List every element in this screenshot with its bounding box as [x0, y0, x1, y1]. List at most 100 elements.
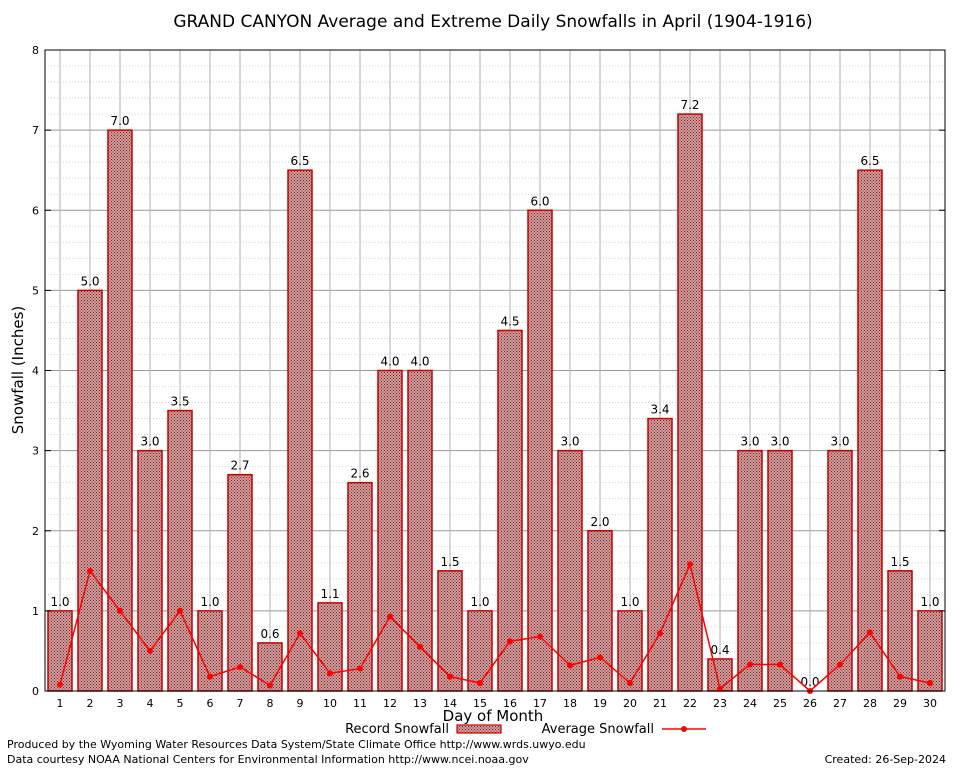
record-bar [527, 209, 553, 692]
record-bar [107, 129, 133, 692]
y-tick-label: 4 [32, 365, 39, 378]
average-point [207, 673, 213, 680]
average-point [927, 679, 933, 686]
average-point [297, 630, 303, 637]
average-point [87, 567, 93, 574]
x-tick-label: 7 [237, 697, 244, 710]
average-point [267, 682, 273, 689]
record-bar [47, 610, 73, 692]
record-bar [287, 169, 313, 692]
average-point [687, 561, 693, 568]
record-bar [647, 417, 673, 692]
average-point [507, 638, 513, 645]
x-tick-label: 29 [893, 697, 907, 710]
bar-value-label: 6.0 [530, 194, 549, 208]
record-bar [347, 481, 373, 692]
bar-value-label: 3.5 [170, 395, 189, 409]
record-bar [137, 449, 163, 692]
x-tick-label: 17 [533, 697, 547, 710]
bar-value-label: 3.0 [560, 435, 579, 449]
average-point [417, 643, 423, 650]
average-point [567, 662, 573, 669]
x-tick-label: 30 [923, 697, 937, 710]
x-tick-label: 22 [683, 697, 697, 710]
y-tick-label: 5 [32, 284, 39, 297]
average-line [59, 562, 931, 692]
x-tick-label: 19 [593, 697, 607, 710]
y-tick-label: 7 [32, 124, 39, 137]
legend-record-label: Record Snowfall [345, 722, 449, 737]
bar-value-label: 3.0 [830, 435, 849, 449]
x-tick-label: 1 [57, 697, 64, 710]
x-tick-label: 24 [743, 697, 757, 710]
bar-value-label: 2.7 [230, 459, 249, 473]
bar-value-label: 3.0 [140, 435, 159, 449]
average-point [117, 607, 123, 614]
average-point [747, 661, 753, 668]
bar-value-label: 1.0 [470, 595, 489, 609]
average-point [477, 679, 483, 686]
bar-value-label: 5.0 [80, 274, 99, 288]
record-bar [167, 409, 193, 692]
x-tick-label: 27 [833, 697, 847, 710]
legend-record-swatch [456, 724, 502, 734]
y-tick-label: 3 [32, 445, 39, 458]
x-tick-label: 14 [443, 697, 457, 710]
average-point [57, 681, 63, 688]
x-axis-title: Day of Month [443, 707, 544, 725]
x-tick-label: 20 [623, 697, 637, 710]
average-point [717, 685, 723, 692]
credit-line-1: Produced by the Wyoming Water Resources … [7, 738, 586, 751]
x-tick-label: 21 [653, 697, 667, 710]
record-bar [887, 570, 913, 692]
bar-value-label: 3.4 [650, 403, 669, 417]
average-point [597, 654, 603, 661]
average-point [777, 661, 783, 668]
credit-line-2: Data courtesy NOAA National Centers for … [7, 753, 529, 766]
y-tick-label: 1 [32, 605, 39, 618]
x-tick-label: 12 [383, 697, 397, 710]
x-tick-label: 11 [353, 697, 367, 710]
average-point [177, 607, 183, 614]
x-tick-label: 4 [147, 697, 154, 710]
y-tick-label: 0 [32, 685, 39, 698]
x-tick-label: 13 [413, 697, 427, 710]
bar-value-label: 6.5 [860, 154, 879, 168]
x-tick-label: 23 [713, 697, 727, 710]
created-date: Created: 26-Sep-2024 [824, 753, 946, 766]
average-point [537, 633, 543, 640]
bar-value-label: 4.0 [380, 355, 399, 369]
average-point [897, 673, 903, 680]
y-axis-title: Snowfall (Inches) [9, 306, 27, 434]
bar-series: 1.0 5.0 7.0 3.0 3.5 1.0 2.7 0.6 6.5 1.1 2.6 4.0 4.0 1… [47, 98, 943, 692]
record-bar [827, 449, 853, 692]
record-bar [77, 289, 103, 692]
record-bar [617, 610, 643, 692]
average-point [837, 661, 843, 668]
bar-value-label: 1.1 [320, 587, 339, 601]
average-point [387, 613, 393, 620]
bar-value-label: 0.0 [800, 675, 819, 689]
record-bar [227, 473, 253, 692]
average-point [447, 673, 453, 680]
bar-value-label: 0.6 [260, 627, 279, 641]
legend-average-marker [681, 726, 687, 732]
x-tick-label: 25 [773, 697, 787, 710]
x-tick-label: 18 [563, 697, 577, 710]
record-bar [437, 570, 463, 692]
bar-value-label: 1.0 [920, 595, 939, 609]
x-tick-label: 26 [803, 697, 817, 710]
bar-value-label: 1.5 [440, 555, 459, 569]
record-bar [557, 449, 583, 692]
average-point [627, 679, 633, 686]
bar-value-label: 1.0 [50, 595, 69, 609]
record-bar [767, 449, 793, 692]
chart-title: GRAND CANYON Average and Extreme Daily S… [173, 12, 812, 32]
legend-average-label: Average Snowfall [542, 722, 654, 737]
record-bar [677, 113, 703, 692]
bar-value-label: 0.4 [710, 643, 729, 657]
y-tick-label: 6 [32, 204, 39, 217]
bar-value-label: 7.2 [680, 98, 699, 112]
